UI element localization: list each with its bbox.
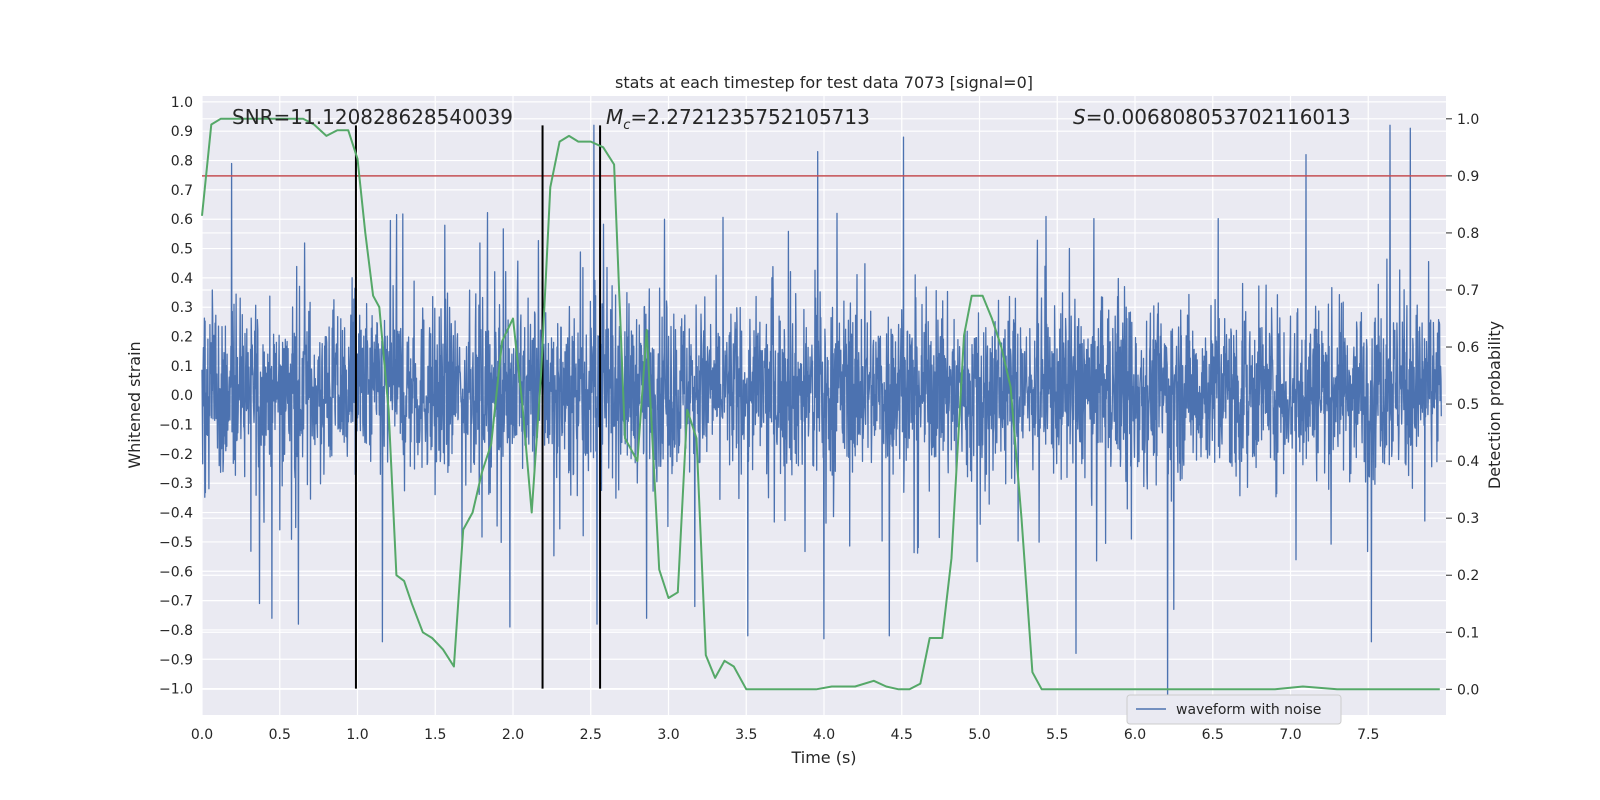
y2-tick-label: 0.4 bbox=[1457, 454, 1479, 470]
y-tick-label: −1.0 bbox=[159, 682, 193, 698]
y-tick-label: −0.5 bbox=[159, 535, 193, 551]
y-tick-label: −0.4 bbox=[159, 506, 193, 522]
y-tick-label: 0.2 bbox=[171, 330, 193, 346]
y-tick-label: 0.6 bbox=[171, 212, 193, 228]
x-tick-label: 4.5 bbox=[891, 727, 913, 743]
y-tick-label: −0.1 bbox=[159, 418, 193, 434]
x-tick-label: 7.0 bbox=[1279, 727, 1301, 743]
legend-label: waveform with noise bbox=[1176, 702, 1321, 718]
x-tick-label: 7.5 bbox=[1357, 727, 1379, 743]
y2-tick-label: 0.9 bbox=[1457, 169, 1479, 185]
y-tick-label: 0.0 bbox=[171, 388, 193, 404]
chirp-mass-subscript: c bbox=[623, 118, 630, 133]
x-tick-label: 3.5 bbox=[735, 727, 757, 743]
legend-frame bbox=[1126, 694, 1342, 725]
x-tick-label: 5.5 bbox=[1046, 727, 1068, 743]
y2-tick-label: 0.1 bbox=[1457, 625, 1479, 641]
y-axis-ticks: 1.0 0.9 0.8 0.7 0.6 0.5 0.4 0.3 0.2 0.1 0.0 −0.1 −0.… bbox=[159, 95, 193, 698]
chirp-mass-value: =2.2721235752105713 bbox=[630, 105, 869, 129]
x-tick-label: 2.5 bbox=[580, 727, 602, 743]
s-statistic-annotation: S=0.006808053702116013 bbox=[1073, 105, 1351, 129]
x-tick-label: 4.0 bbox=[813, 727, 835, 743]
s-statistic-symbol: S bbox=[1073, 105, 1086, 129]
y2-tick-label: 0.8 bbox=[1457, 226, 1479, 242]
y2-axis-label: Detection probability bbox=[1485, 321, 1504, 489]
y-tick-label: 0.3 bbox=[171, 300, 193, 316]
x-axis-ticks: 0.0 0.5 1.0 1.5 2.0 2.5 3.0 3.5 4.0 4.5 5.0 5.5 6.0 6… bbox=[191, 727, 1380, 743]
legend: waveform with noise bbox=[1126, 694, 1342, 725]
x-tick-label: 5.0 bbox=[968, 727, 990, 743]
y-tick-label: −0.8 bbox=[159, 623, 193, 639]
x-tick-label: 0.5 bbox=[269, 727, 291, 743]
y2-tick-label: 0.3 bbox=[1457, 511, 1479, 527]
y-tick-label: −0.7 bbox=[159, 594, 193, 610]
detection-probability-series bbox=[201, 117, 1440, 691]
chirp-mass-symbol: M bbox=[606, 105, 623, 129]
y-tick-label: −0.2 bbox=[159, 447, 193, 463]
s-statistic-value: =0.006808053702116013 bbox=[1086, 105, 1351, 129]
y-tick-label: 0.7 bbox=[171, 183, 193, 199]
waveform-with-noise-series bbox=[201, 124, 1442, 716]
x-tick-label: 3.0 bbox=[657, 727, 679, 743]
detection-probability-line bbox=[201, 117, 1440, 691]
y-tick-label: 0.5 bbox=[171, 242, 193, 258]
x-tick-label: 6.5 bbox=[1202, 727, 1224, 743]
y-tick-label: 0.1 bbox=[171, 359, 193, 375]
y2-axis-ticks: 0.0 0.1 0.2 0.3 0.4 0.5 0.6 0.7 0.8 0.9 1.0 bbox=[1446, 112, 1479, 698]
x-tick-label: 0.0 bbox=[191, 727, 213, 743]
x-tick-label: 6.0 bbox=[1124, 727, 1146, 743]
y-tick-label: 1.0 bbox=[171, 95, 193, 111]
chirp-mass-annotation: Mc=2.2721235752105713 bbox=[606, 105, 870, 133]
chart-title: stats at each timestep for test data 707… bbox=[615, 73, 1033, 92]
y-axis-label: Whitened strain bbox=[125, 341, 144, 468]
y2-tick-label: 0.5 bbox=[1457, 397, 1479, 413]
x-axis-label: Time (s) bbox=[790, 748, 856, 767]
y-tick-label: 0.8 bbox=[171, 154, 193, 170]
x-tick-label: 2.0 bbox=[502, 727, 524, 743]
y2-tick-label: 0.2 bbox=[1457, 568, 1479, 584]
y2-tick-label: 1.0 bbox=[1457, 112, 1479, 128]
y-tick-label: −0.3 bbox=[159, 476, 193, 492]
x-tick-label: 1.0 bbox=[346, 727, 368, 743]
y2-tick-label: 0.7 bbox=[1457, 283, 1479, 299]
y-tick-label: 0.9 bbox=[171, 124, 193, 140]
waveform-with-noise-line bbox=[201, 124, 1442, 716]
y-tick-label: 0.4 bbox=[171, 271, 193, 287]
snr-annotation: SNR=11.120828628540039 bbox=[232, 105, 513, 129]
y2-tick-label: 0.0 bbox=[1457, 682, 1479, 698]
y2-tick-label: 0.6 bbox=[1457, 340, 1479, 356]
y-tick-label: −0.9 bbox=[159, 652, 193, 668]
x-tick-label: 1.5 bbox=[424, 727, 446, 743]
event-markers bbox=[354, 125, 602, 689]
y-tick-label: −0.6 bbox=[159, 564, 193, 580]
